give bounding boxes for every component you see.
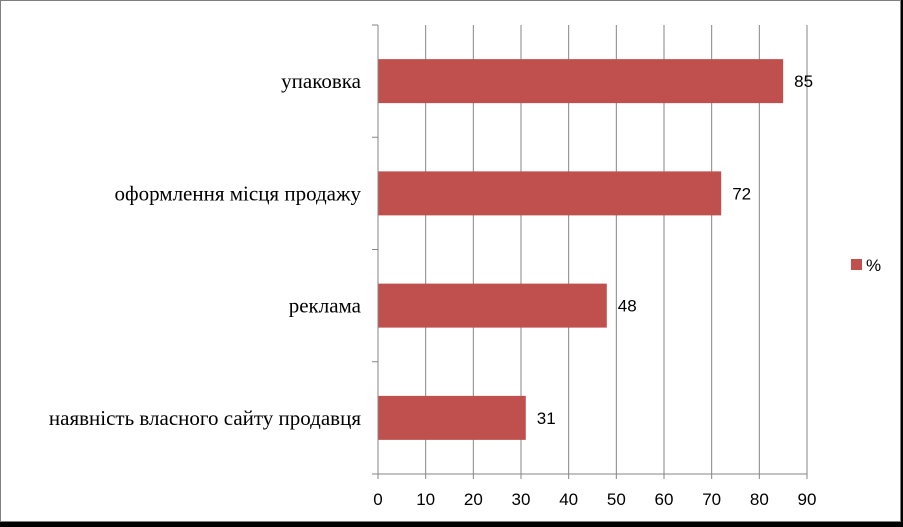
category-label: оформлення місця продажу [114,181,361,205]
legend: % [851,256,881,275]
bar [378,59,784,104]
x-tick-label: 50 [607,490,626,509]
axes [372,24,808,479]
x-tick-label: 40 [559,490,578,509]
x-tick-label: 0 [373,490,382,509]
labels: 0 10 20 30 40 50 60 70 80 90 упаковка 85 оформлення … [49,69,817,509]
data-label: 48 [618,297,637,316]
bar [378,283,607,328]
category-label: реклама [289,294,362,318]
x-tick-label: 70 [702,490,721,509]
x-tick-label: 80 [750,490,769,509]
data-label: 72 [732,184,751,203]
legend-swatch [851,259,862,270]
data-label: 85 [794,72,813,91]
x-tick-label: 10 [416,490,435,509]
category-label: наявність власного сайту продавця [49,406,361,430]
data-label: 31 [537,409,556,428]
bar [378,171,722,216]
legend-label: % [866,256,881,275]
x-tick-label: 90 [798,490,817,509]
x-tick-label: 60 [655,490,674,509]
bar [378,395,526,440]
x-tick-label: 30 [512,490,531,509]
category-label: упаковка [281,69,361,93]
x-tick-label: 20 [464,490,483,509]
bars [378,59,784,440]
